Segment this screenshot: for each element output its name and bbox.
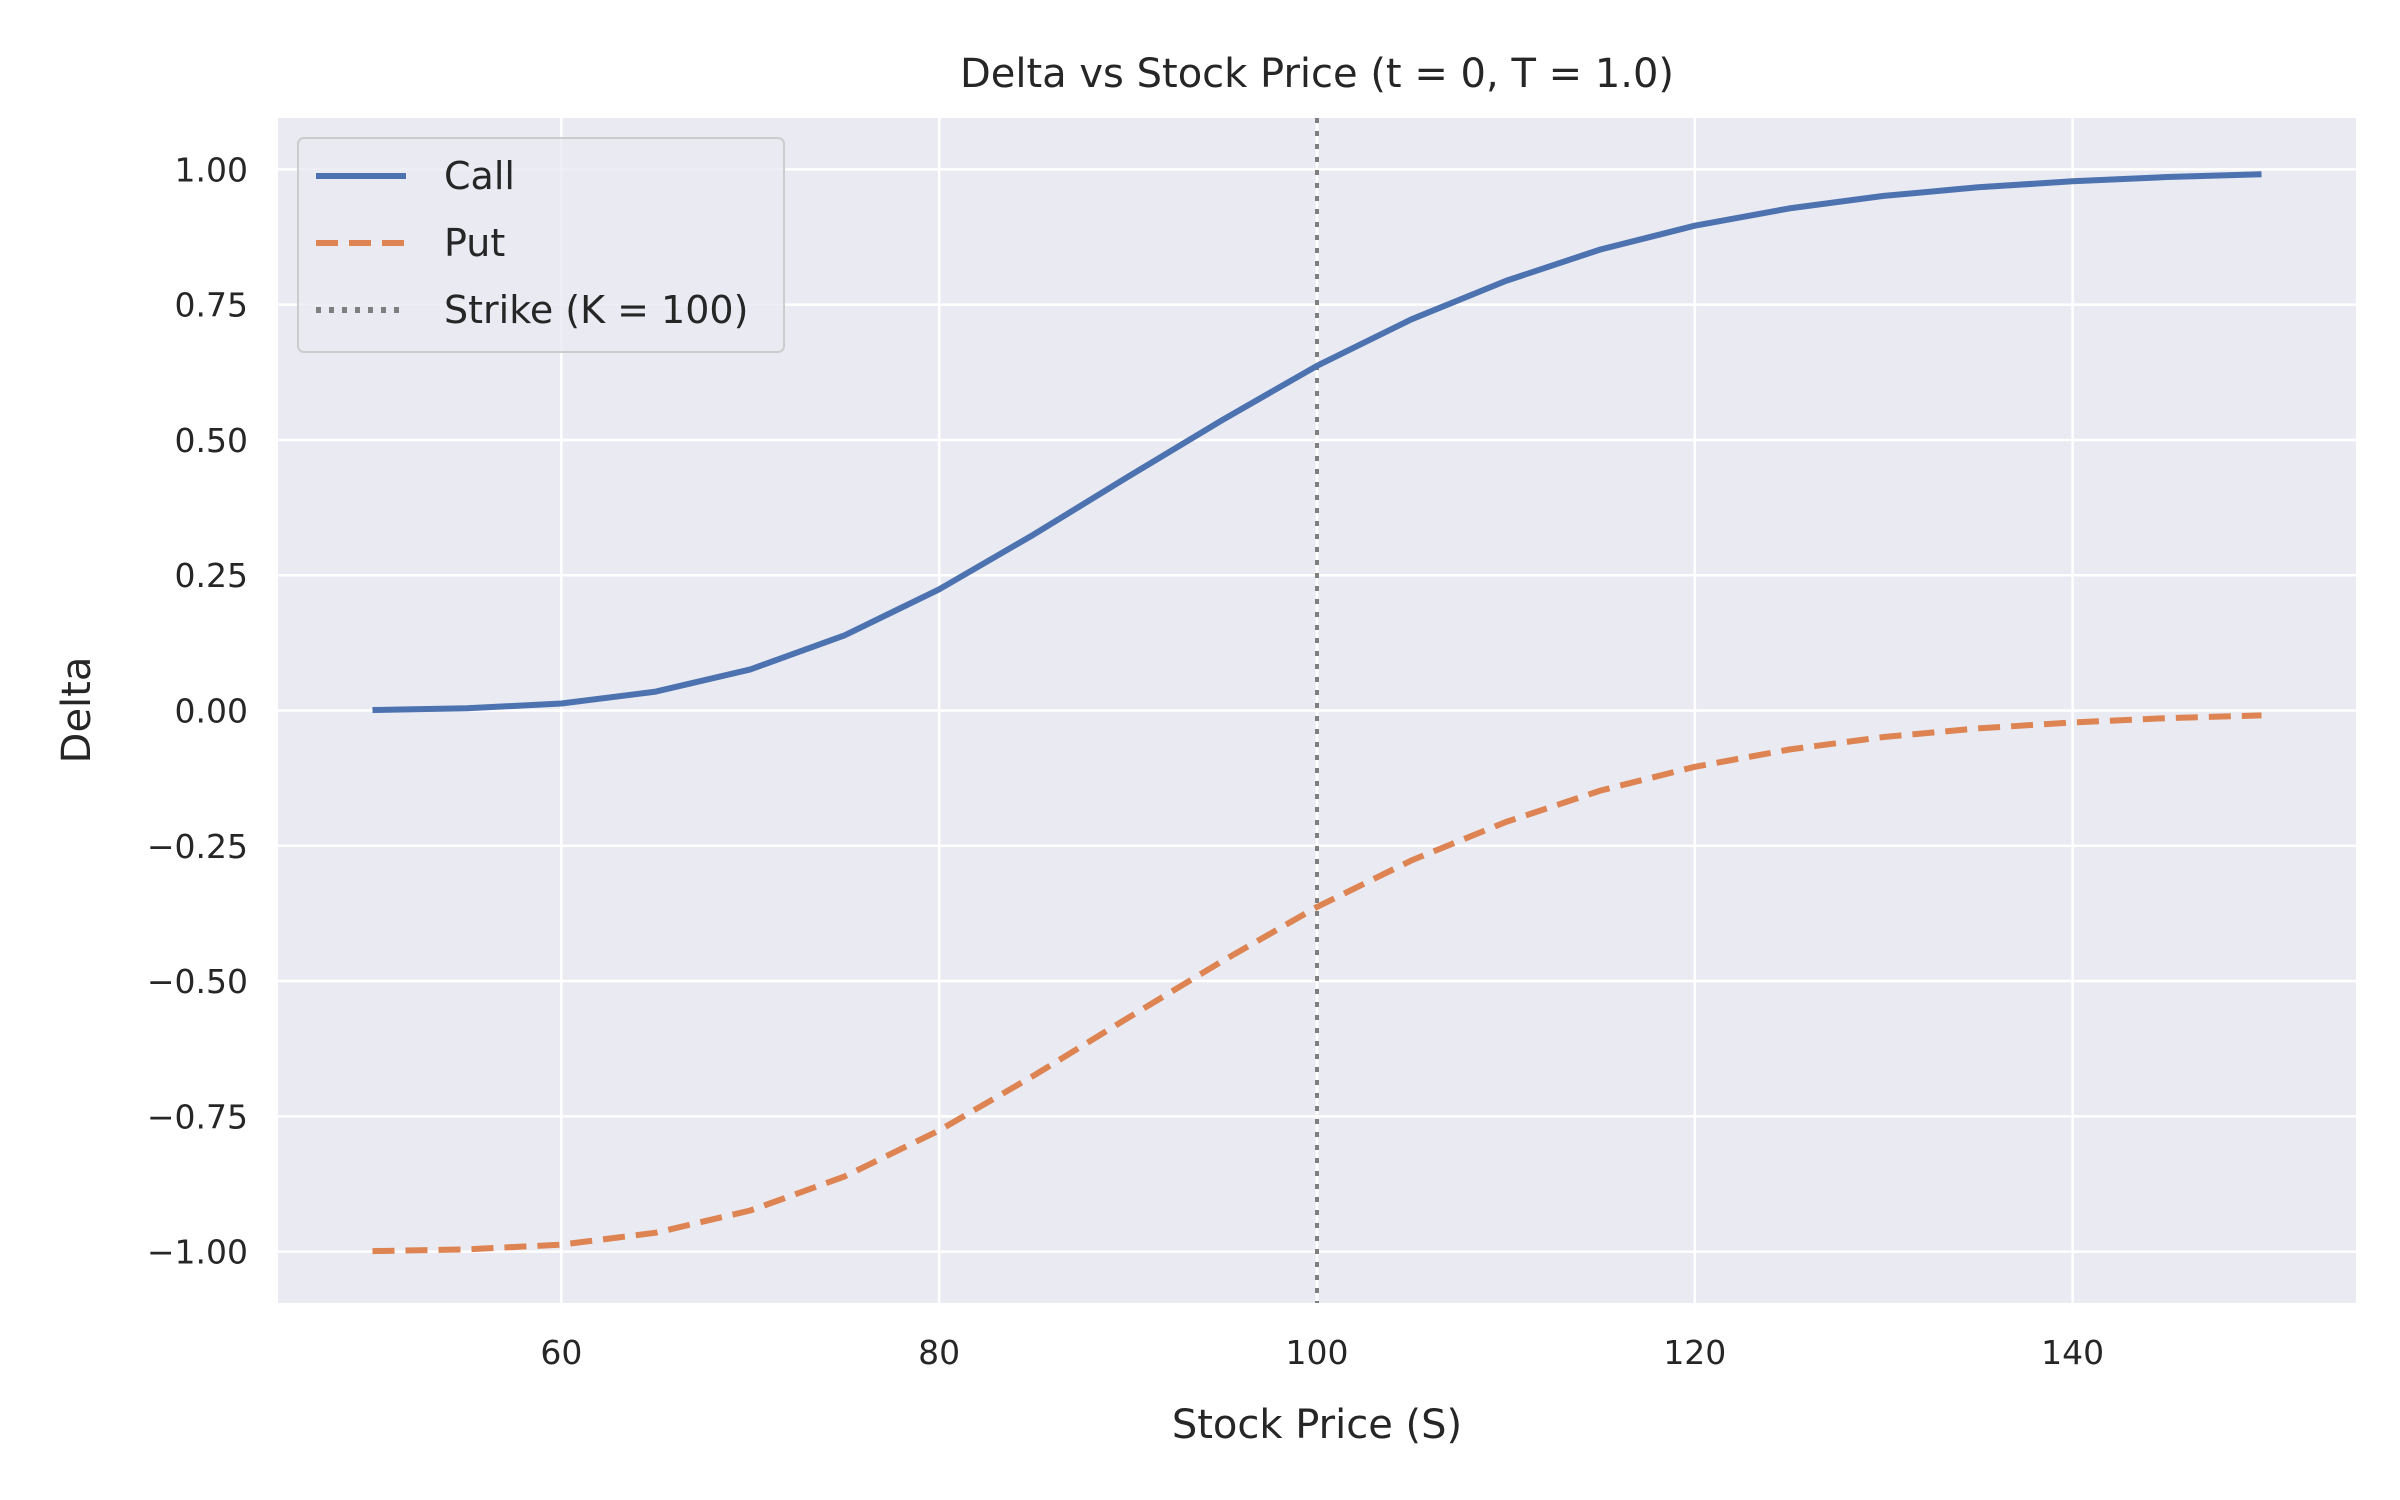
x-tick-label: 100: [1286, 1333, 1349, 1372]
legend: Call Put Strike (K = 100): [297, 137, 785, 353]
y-tick-label: −0.75: [147, 1097, 248, 1136]
x-axis-label: Stock Price (S): [1172, 1402, 1462, 1448]
y-tick-label: 1.00: [175, 150, 248, 189]
y-axis-label: Delta: [54, 657, 100, 764]
y-tick-label: −1.00: [147, 1233, 248, 1272]
data-lines: [372, 118, 2262, 1303]
y-tick-label: 0.75: [175, 286, 248, 325]
y-tick-label: 0.50: [175, 421, 248, 460]
call-delta-line: [372, 171, 2262, 713]
legend-label: Call: [444, 154, 515, 198]
x-tick-label: 60: [540, 1333, 582, 1372]
legend-label: Strike (K = 100): [444, 288, 748, 332]
y-tick-label: −0.25: [147, 827, 248, 866]
y-tick-label: 0.25: [175, 556, 248, 595]
x-tick-label: 120: [1663, 1333, 1726, 1372]
legend-box: [297, 137, 785, 353]
chart-title: Delta vs Stock Price (t = 0, T = 1.0): [960, 51, 1674, 97]
put-delta-line: [372, 712, 2262, 1255]
x-tick-label: 80: [918, 1333, 960, 1372]
x-tick-label: 140: [2041, 1333, 2104, 1372]
x-axis-ticks: 60 80 100 120 140: [540, 1333, 2104, 1372]
legend-label: Put: [444, 221, 505, 265]
y-axis-ticks: 1.00 0.75 0.50 0.25 0.00 −0.25 −0.50 −0.75 −1.00: [147, 150, 248, 1271]
y-tick-label: 0.00: [175, 692, 248, 731]
y-tick-label: −0.50: [147, 962, 248, 1001]
